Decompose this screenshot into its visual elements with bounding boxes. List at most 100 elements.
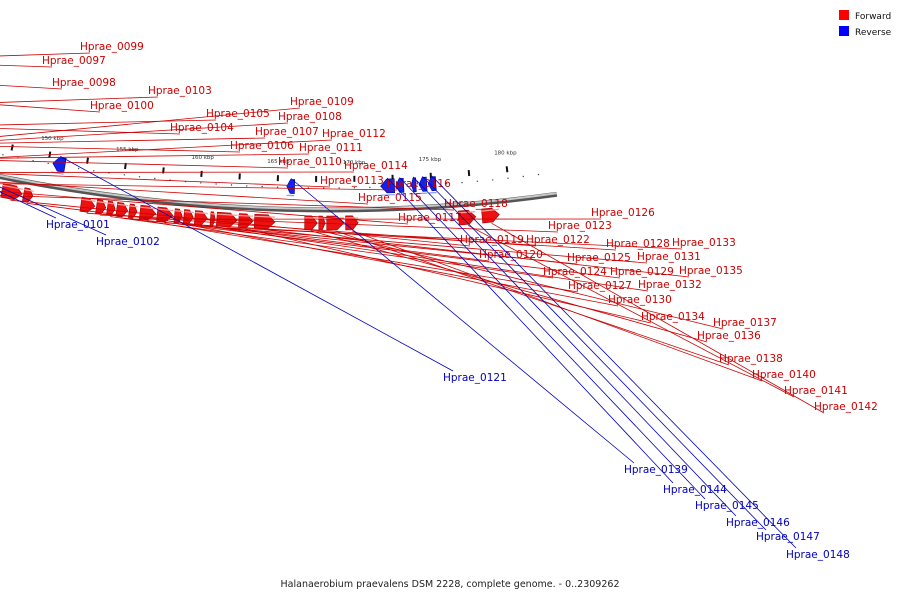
gene-label[interactable]: Hprae_0115 bbox=[358, 192, 422, 204]
gene-label[interactable]: Hprae_0140 bbox=[752, 369, 816, 381]
minor-tick bbox=[93, 170, 95, 172]
gene-highlight bbox=[217, 213, 238, 216]
gene-hprae-0139[interactable] bbox=[286, 179, 296, 194]
minor-tick bbox=[2, 154, 4, 156]
genome-backbone bbox=[0, 174, 557, 210]
gene-label[interactable]: Hprae_0139 bbox=[624, 464, 688, 476]
gene-label[interactable]: Hprae_0118 bbox=[444, 198, 508, 210]
tick-label: 155 kbp bbox=[116, 147, 139, 153]
leader-line bbox=[60, 156, 454, 372]
tick-label: 160 kbp bbox=[191, 155, 214, 161]
leader-line bbox=[351, 230, 763, 382]
minor-tick bbox=[461, 181, 463, 184]
gene-hprae-0147[interactable] bbox=[418, 176, 428, 192]
minor-tick bbox=[47, 162, 49, 165]
gene-label[interactable]: Hprae_0111 bbox=[299, 142, 363, 154]
gene-label[interactable]: Hprae_0141 bbox=[784, 385, 848, 397]
leader-line bbox=[0, 119, 217, 126]
gene-label[interactable]: Hprae_0108 bbox=[278, 111, 342, 123]
legend-forward-label: Forward bbox=[855, 12, 891, 22]
gene-label[interactable]: Hprae_0123 bbox=[548, 220, 612, 232]
gene-hprae-0141[interactable] bbox=[457, 209, 477, 226]
gene-highlight bbox=[195, 211, 208, 215]
gene-label[interactable]: Hprae_0144 bbox=[663, 484, 727, 496]
label-layer: Hprae_0099 Hprae_0097 Hprae_0098 Hprae_0100… bbox=[0, 41, 878, 561]
minor-tick bbox=[261, 185, 263, 188]
gene-hprae-0146[interactable] bbox=[410, 177, 417, 193]
gene-hprae-0121[interactable] bbox=[52, 156, 67, 173]
minor-tick bbox=[123, 174, 126, 176]
gene-label[interactable]: Hprae_0102 bbox=[96, 236, 160, 248]
gene-label[interactable]: Hprae_0112 bbox=[322, 128, 386, 140]
gene-label[interactable]: Hprae_0098 bbox=[52, 77, 116, 89]
gene-label[interactable]: Hprae_0101 bbox=[46, 219, 110, 231]
major-tick bbox=[505, 166, 509, 173]
gene-highlight bbox=[97, 201, 107, 204]
gene-label[interactable]: Hprae_0109 bbox=[290, 96, 354, 108]
minor-tick bbox=[446, 183, 448, 185]
gene-label[interactable]: Hprae_0148 bbox=[786, 549, 850, 561]
gene-label[interactable]: Hprae_0146 bbox=[726, 517, 790, 529]
gene-highlight bbox=[2, 184, 24, 190]
gene-label[interactable]: Hprae_0124 bbox=[543, 266, 607, 278]
tick-label: 175 kbp bbox=[419, 157, 442, 163]
minor-tick bbox=[215, 183, 217, 185]
gene-label[interactable]: Hprae_0117 bbox=[398, 212, 462, 224]
gene-hprae-0123[interactable] bbox=[95, 199, 107, 215]
leader-line bbox=[0, 128, 181, 135]
axis-layer: 120 kbp125 kbp130 kbp135 kbp140 kbp145 k… bbox=[0, 136, 558, 213]
gene-label[interactable]: Hprae_0113 bbox=[320, 175, 384, 187]
gene-label[interactable]: Hprae_0099 bbox=[80, 41, 144, 53]
gene-label[interactable]: Hprae_0125 bbox=[567, 252, 631, 264]
gene-label[interactable]: Hprae_0107 bbox=[255, 126, 319, 138]
gene-label[interactable]: Hprae_0132 bbox=[638, 279, 702, 291]
gene-label[interactable]: Hprae_0138 bbox=[719, 353, 783, 365]
gene-highlight bbox=[428, 191, 437, 194]
gene-hprae-0148[interactable] bbox=[427, 176, 437, 192]
major-tick bbox=[467, 169, 471, 177]
gene-label[interactable]: Hprae_0131 bbox=[637, 251, 701, 263]
gene-label[interactable]: Hprae_0114 bbox=[344, 160, 408, 172]
leader-line bbox=[399, 177, 706, 500]
gene-highlight bbox=[129, 205, 138, 208]
gene-label[interactable]: Hprae_0097 bbox=[42, 55, 106, 67]
gene-label[interactable]: Hprae_0110 bbox=[278, 156, 342, 168]
leader-line bbox=[100, 214, 559, 233]
leader-line bbox=[0, 122, 289, 141]
gene-label[interactable]: Hprae_0122 bbox=[526, 234, 590, 246]
leader-line bbox=[0, 171, 355, 173]
gene-label[interactable]: Hprae_0130 bbox=[608, 294, 672, 306]
gene-label[interactable]: Hprae_0126 bbox=[591, 207, 655, 219]
gene-hprae-0124[interactable] bbox=[106, 200, 116, 216]
gene-highlight bbox=[140, 206, 157, 210]
gene-label[interactable]: Hprae_0121 bbox=[443, 372, 507, 384]
leader-line bbox=[200, 225, 648, 264]
gene-label[interactable]: Hprae_0100 bbox=[90, 100, 154, 112]
leader-line bbox=[212, 226, 649, 292]
leader-line bbox=[0, 186, 107, 236]
gene-label[interactable]: Hprae_0120 bbox=[479, 249, 543, 261]
minor-tick bbox=[338, 187, 340, 189]
leader-line bbox=[0, 145, 241, 153]
leader-line bbox=[467, 224, 795, 398]
minor-tick bbox=[476, 180, 479, 182]
gene-highlight bbox=[254, 215, 276, 218]
gene-label[interactable]: Hprae_0137 bbox=[713, 317, 777, 329]
gene-label[interactable]: Hprae_0142 bbox=[814, 401, 878, 413]
tick-label: 170 kbp bbox=[343, 160, 366, 166]
gene-label[interactable]: Hprae_0147 bbox=[756, 531, 820, 543]
leader-line bbox=[422, 176, 767, 531]
gene-label[interactable]: Hprae_0135 bbox=[679, 265, 743, 277]
gene-label[interactable]: Hprae_0127 bbox=[568, 280, 632, 292]
gene-hprae-0126[interactable] bbox=[128, 203, 138, 219]
gene-label[interactable]: Hprae_0103 bbox=[148, 85, 212, 97]
gene-label[interactable]: Hprae_0106 bbox=[230, 140, 294, 152]
gene-highlight bbox=[157, 208, 174, 212]
gene-hprae-0125[interactable] bbox=[115, 201, 129, 218]
gene-label[interactable]: Hprae_0136 bbox=[697, 330, 761, 342]
gene-label[interactable]: Hprae_0133 bbox=[672, 237, 736, 249]
gene-label[interactable]: Hprae_0128 bbox=[606, 238, 670, 250]
leader-line bbox=[0, 173, 331, 188]
minor-tick bbox=[77, 167, 80, 170]
